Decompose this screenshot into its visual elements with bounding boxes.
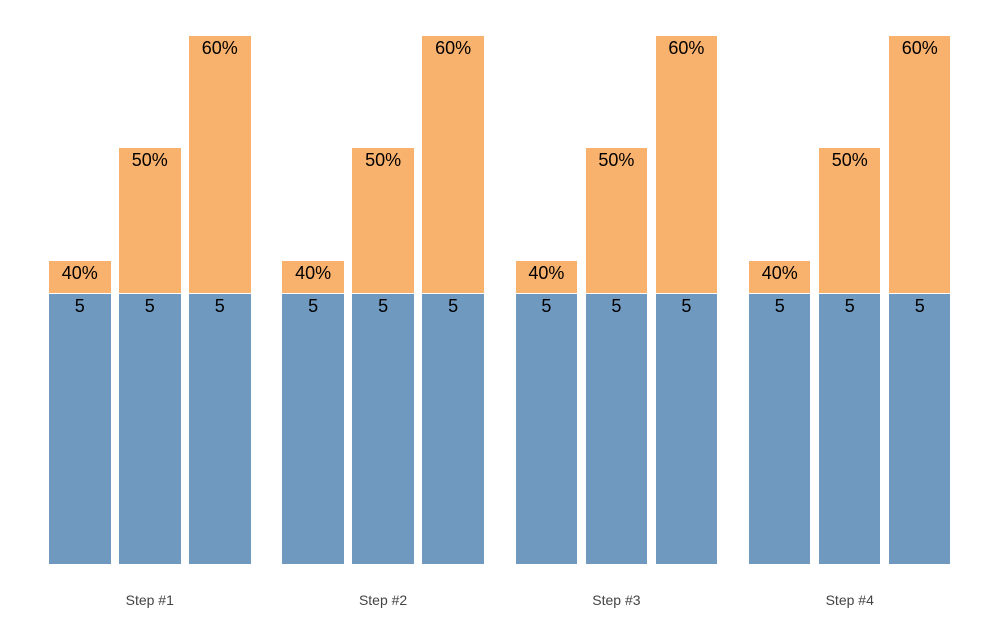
bar-base-segment: 5 [119, 293, 181, 564]
percent-label: 50% [131, 149, 168, 170]
bar-base-segment: 5 [282, 293, 344, 564]
bar-base-segment: 5 [189, 293, 251, 564]
percent-label: 40% [295, 262, 332, 283]
category-label: Step #3 [592, 592, 641, 608]
bar-top-segment: 40% [515, 260, 578, 294]
base-value-label: 5 [74, 295, 85, 316]
bar-base-segment: 5 [748, 293, 811, 564]
percent-label: 50% [365, 149, 402, 170]
category-label: Step #2 [358, 592, 408, 608]
bar-base-segment: 5 [49, 293, 111, 564]
bar-top-segment: 40% [748, 260, 811, 294]
percent-label: 40% [528, 262, 565, 283]
category-label: Step #1 [125, 592, 174, 608]
percent-label: 60% [201, 37, 238, 58]
bar-top-segment: 60% [189, 35, 251, 294]
percent-label: 60% [901, 37, 938, 58]
base-value-label: 5 [681, 295, 692, 316]
base-value-label: 5 [144, 295, 155, 316]
bar-base-segment: 5 [422, 293, 484, 564]
bar-top-segment: 50% [352, 147, 414, 294]
bar-top-segment: 60% [655, 35, 718, 294]
bar-top-segment: 50% [818, 147, 881, 294]
base-value-label: 5 [541, 295, 552, 316]
percent-label: 60% [435, 37, 472, 58]
base-value-label: 5 [448, 295, 459, 316]
percent-label: 40% [61, 262, 98, 283]
base-value-label: 5 [214, 295, 225, 316]
category-label: Step #4 [825, 592, 874, 608]
bar-top-segment: 50% [119, 147, 181, 294]
bar-top-segment: 50% [585, 147, 648, 294]
base-value-label: 5 [378, 295, 389, 316]
bar-top-segment: 40% [282, 260, 344, 294]
base-value-label: 5 [844, 295, 855, 316]
base-value-label: 5 [611, 295, 622, 316]
bar-base-segment: 5 [818, 293, 881, 564]
bar-top-segment: 40% [49, 260, 111, 294]
base-value-label: 5 [774, 295, 785, 316]
percent-label: 50% [831, 149, 868, 170]
bar-base-segment: 5 [888, 293, 951, 564]
percent-label: 50% [598, 149, 635, 170]
bar-base-segment: 5 [585, 293, 648, 564]
bar-base-segment: 5 [352, 293, 414, 564]
bar-base-segment: 5 [655, 293, 718, 564]
bar-top-segment: 60% [888, 35, 951, 294]
bar-base-segment: 5 [515, 293, 578, 564]
percent-label: 40% [761, 262, 798, 283]
percent-label: 60% [668, 37, 705, 58]
base-value-label: 5 [308, 295, 319, 316]
bar-top-segment: 60% [422, 35, 484, 294]
base-value-label: 5 [914, 295, 925, 316]
